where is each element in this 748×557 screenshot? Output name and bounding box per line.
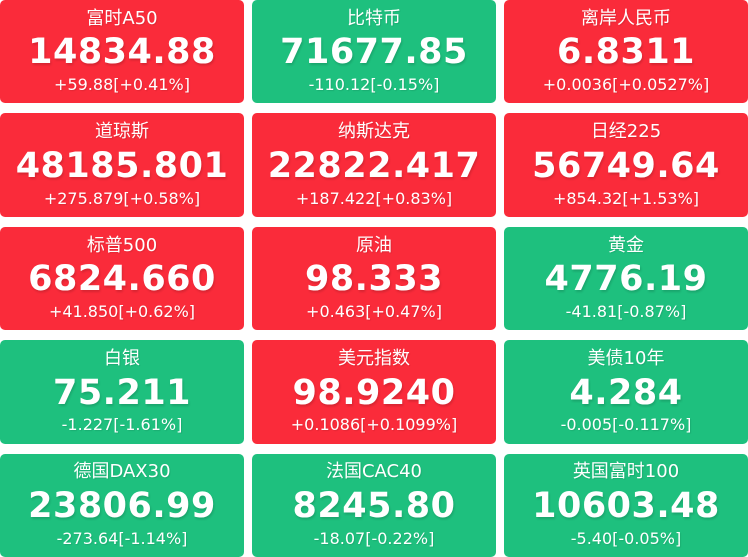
instrument-name: 富时A50 bbox=[86, 7, 158, 29]
instrument-name: 离岸人民币 bbox=[581, 7, 671, 29]
last-price: 22822.417 bbox=[267, 145, 481, 186]
price-change: -273.64[-1.14%] bbox=[56, 528, 188, 548]
instrument-name: 标普500 bbox=[86, 234, 158, 256]
price-change: +0.0036[+0.0527%] bbox=[542, 75, 710, 95]
instrument-name: 法国CAC40 bbox=[325, 461, 423, 483]
instrument-name: 德国DAX30 bbox=[73, 461, 171, 483]
market-tile-12[interactable]: 美债10年 4.284 -0.005[-0.117%] bbox=[504, 340, 748, 444]
price-change: +275.879[+0.58%] bbox=[43, 188, 201, 208]
instrument-name: 日经225 bbox=[590, 121, 662, 143]
market-tile-2[interactable]: 比特币 71677.85 -110.12[-0.15%] bbox=[252, 0, 496, 104]
market-tile-7[interactable]: 标普500 6824.660 +41.850[+0.62%] bbox=[0, 226, 244, 331]
market-tile-8[interactable]: 原油 98.333 +0.463[+0.47%] bbox=[252, 226, 496, 331]
market-tile-4[interactable]: 道琼斯 48185.801 +275.879[+0.58%] bbox=[0, 113, 244, 217]
last-price: 14834.88 bbox=[28, 32, 216, 73]
instrument-name: 道琼斯 bbox=[95, 121, 149, 143]
price-change: -0.005[-0.117%] bbox=[560, 415, 692, 435]
last-price: 71677.85 bbox=[280, 32, 468, 73]
price-change: +41.850[+0.62%] bbox=[48, 302, 196, 322]
last-price: 23806.99 bbox=[28, 486, 216, 527]
market-tile-14[interactable]: 法国CAC40 8245.80 -18.07[-0.22%] bbox=[252, 453, 496, 557]
market-tile-6[interactable]: 日经225 56749.64 +854.32[+1.53%] bbox=[504, 113, 748, 217]
last-price: 6824.660 bbox=[28, 259, 216, 300]
instrument-name: 原油 bbox=[356, 234, 392, 256]
price-change: -110.12[-0.15%] bbox=[308, 75, 440, 95]
last-price: 48185.801 bbox=[15, 145, 229, 186]
market-tile-3[interactable]: 离岸人民币 6.8311 +0.0036[+0.0527%] bbox=[504, 0, 748, 104]
instrument-name: 比特币 bbox=[347, 7, 401, 29]
instrument-name: 美元指数 bbox=[338, 347, 410, 369]
last-price: 4776.19 bbox=[544, 259, 708, 300]
market-tile-1[interactable]: 富时A50 14834.88 +59.88[+0.41%] bbox=[0, 0, 244, 104]
market-tile-15[interactable]: 英国富时100 10603.48 -5.40[-0.05%] bbox=[504, 453, 748, 557]
last-price: 56749.64 bbox=[532, 145, 720, 186]
last-price: 4.284 bbox=[569, 372, 683, 413]
price-change: -1.227[-1.61%] bbox=[61, 415, 183, 435]
last-price: 10603.48 bbox=[532, 486, 720, 527]
market-tile-11[interactable]: 美元指数 98.9240 +0.1086[+0.1099%] bbox=[252, 340, 496, 444]
market-tile-9[interactable]: 黄金 4776.19 -41.81[-0.87%] bbox=[504, 226, 748, 331]
price-change: +59.88[+0.41%] bbox=[54, 75, 190, 95]
instrument-name: 黄金 bbox=[608, 234, 644, 256]
market-tile-10[interactable]: 白银 75.211 -1.227[-1.61%] bbox=[0, 340, 244, 444]
price-change: +0.463[+0.47%] bbox=[306, 302, 442, 322]
instrument-name: 美债10年 bbox=[587, 347, 665, 369]
last-price: 8245.80 bbox=[292, 486, 456, 527]
instrument-name: 英国富时100 bbox=[572, 461, 680, 483]
last-price: 98.333 bbox=[304, 259, 444, 300]
instrument-name: 白银 bbox=[104, 347, 140, 369]
price-change: -18.07[-0.22%] bbox=[313, 528, 435, 548]
price-change: -41.81[-0.87%] bbox=[565, 302, 687, 322]
instrument-name: 纳斯达克 bbox=[338, 121, 410, 143]
last-price: 98.9240 bbox=[292, 372, 456, 413]
price-change: +854.32[+1.53%] bbox=[552, 188, 700, 208]
market-tile-5[interactable]: 纳斯达克 22822.417 +187.422[+0.83%] bbox=[252, 113, 496, 217]
last-price: 6.8311 bbox=[556, 32, 696, 73]
price-change: +0.1086[+0.1099%] bbox=[290, 415, 458, 435]
last-price: 75.211 bbox=[52, 372, 192, 413]
price-change: +187.422[+0.83%] bbox=[295, 188, 453, 208]
price-change: -5.40[-0.05%] bbox=[570, 528, 682, 548]
market-tile-13[interactable]: 德国DAX30 23806.99 -273.64[-1.14%] bbox=[0, 453, 244, 557]
